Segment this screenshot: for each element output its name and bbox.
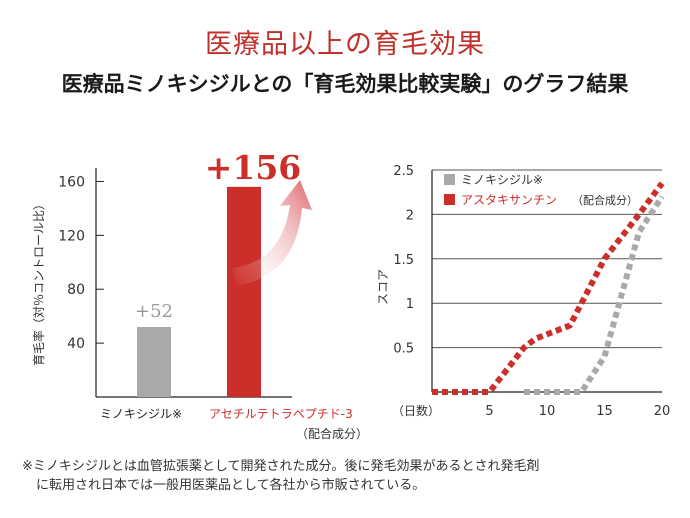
footnote-line-2: に転用され日本では一般用医薬品として各社から市販されている。	[36, 478, 426, 493]
bar-category-label-acetyl: アセチルテトラペプチド-3	[209, 407, 353, 421]
bar-chart: 40 80 120 160 育毛率（対％コントロール比） +52 +156 ミノキシジル※ アセ…	[31, 148, 368, 441]
bar-y-tick-label: 80	[67, 282, 85, 298]
line-y-tick-label: 2.5	[393, 164, 414, 179]
footnote-line-1: ※ミノキシジルとは血管拡張薬として開発された成分。後に発毛効果があるとされ発毛剤	[22, 459, 540, 474]
growth-arrow-icon	[232, 180, 312, 286]
line-y-tick-label: 1	[406, 297, 414, 312]
line-x-tick-label: 15	[596, 404, 613, 419]
bar-category-label-minoxidil: ミノキシジル※	[100, 407, 182, 421]
bar-y-axis-label: 育毛率（対％コントロール比）	[31, 198, 46, 366]
line-y-tick-label: 2	[406, 208, 414, 223]
legend-label-minoxidil: ミノキシジル※	[461, 173, 543, 187]
bar-y-tick-label: 160	[58, 174, 85, 190]
line-y-tick-label: 1.5	[393, 253, 414, 268]
line-y-tick-label: 0.5	[393, 342, 414, 357]
line-x-tick-label: 5	[485, 404, 493, 419]
bar-value-label-acetyl: +156	[205, 148, 302, 187]
line-x-tick-label: 10	[539, 404, 556, 419]
page-subtitle: 医療品ミノキシジルとの「育毛効果比較実験」のグラフ結果	[61, 71, 629, 96]
footnote: ※ミノキシジルとは血管拡張薬として開発された成分。後に発毛効果があるとされ発毛剤…	[22, 457, 672, 495]
bar-minoxidil	[137, 326, 171, 397]
bar-acetyl-tetrapeptide	[227, 186, 261, 397]
line-y-axis-label: スコア	[376, 269, 390, 305]
series-line-minoxidil	[524, 195, 665, 395]
legend-swatch-astaxanthin	[444, 194, 455, 205]
line-x-tick-label: 20	[654, 404, 671, 419]
legend-swatch-minoxidil	[444, 174, 455, 185]
line-x-axis-label: （日数）	[392, 403, 440, 418]
line-chart: 0.5 1 1.5 2 2.5 5 10 15 20 （日数） スコア ミノキシジル※ アスタキサンチン…	[376, 164, 670, 419]
bar-value-label-minoxidil: +52	[135, 301, 173, 322]
bar-y-tick-label: 40	[67, 336, 85, 352]
bar-y-tick-label: 120	[58, 228, 85, 244]
page-title: 医療品以上の育毛効果	[205, 29, 485, 60]
legend-note-astaxanthin: （配合成分）	[572, 193, 638, 207]
bar-category-note: （配合成分）	[296, 426, 368, 441]
legend-label-astaxanthin: アスタキサンチン	[461, 193, 557, 207]
